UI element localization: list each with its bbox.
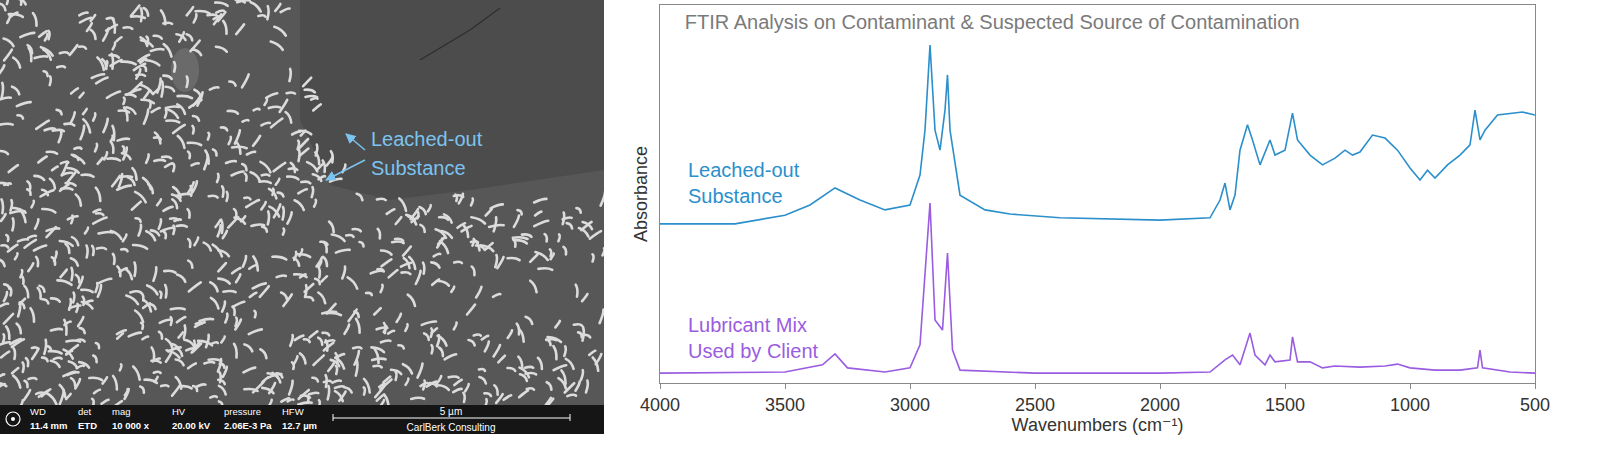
svg-text:3500: 3500 (765, 395, 805, 415)
svg-text:3000: 3000 (890, 395, 930, 415)
svg-text:4000: 4000 (640, 395, 680, 415)
svg-text:2.06E-3 Pa: 2.06E-3 Pa (224, 420, 272, 431)
svg-text:5 µm: 5 µm (440, 406, 462, 417)
svg-text:20.00 kV: 20.00 kV (172, 420, 211, 431)
svg-text:CarlBerk Consulting: CarlBerk Consulting (407, 422, 496, 433)
svg-text:10 000 x: 10 000 x (112, 420, 150, 431)
svg-text:Lubricant MixUsed by Client: Lubricant MixUsed by Client (688, 314, 819, 362)
svg-text:2000: 2000 (1140, 395, 1180, 415)
svg-text:WD: WD (30, 406, 46, 417)
svg-text:det: det (78, 406, 92, 417)
svg-text:pressure: pressure (224, 406, 261, 417)
svg-text:HFW: HFW (282, 406, 304, 417)
svg-text:mag: mag (112, 406, 130, 417)
svg-text:Absorbance: Absorbance (631, 146, 651, 242)
svg-text:FTIR Analysis on Contaminant &: FTIR Analysis on Contaminant & Suspected… (685, 11, 1300, 33)
svg-text:ETD: ETD (78, 420, 97, 431)
svg-text:500: 500 (1520, 395, 1550, 415)
svg-text:Leached-outSubstance: Leached-outSubstance (371, 128, 483, 179)
svg-text:1000: 1000 (1390, 395, 1430, 415)
svg-text:12.7 µm: 12.7 µm (282, 420, 317, 431)
svg-text:2500: 2500 (1015, 395, 1055, 415)
svg-text:1500: 1500 (1265, 395, 1305, 415)
svg-text:Leached-outSubstance: Leached-outSubstance (688, 159, 800, 207)
svg-text:HV: HV (172, 406, 186, 417)
svg-text:Wavenumbers (cm⁻¹): Wavenumbers (cm⁻¹) (1012, 415, 1184, 435)
svg-text:11.4 mm: 11.4 mm (30, 420, 68, 431)
